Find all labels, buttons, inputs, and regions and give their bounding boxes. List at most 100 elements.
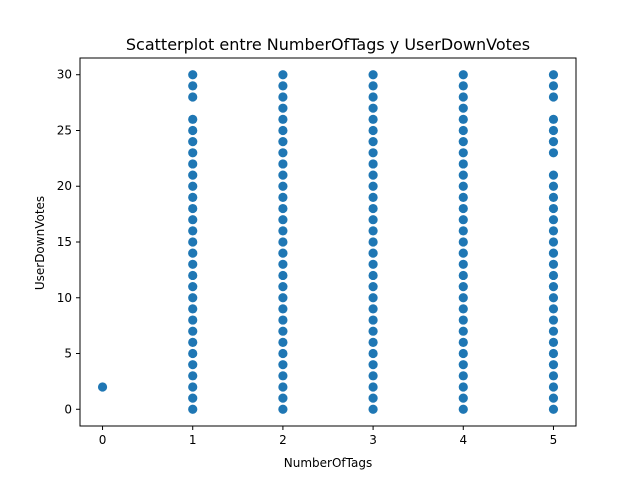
data-point (278, 404, 288, 414)
data-point (458, 248, 468, 258)
data-point (548, 282, 559, 292)
data-point (278, 170, 288, 180)
points-layer (97, 70, 559, 414)
data-point (458, 137, 468, 147)
data-point (278, 270, 288, 281)
data-point (188, 170, 198, 180)
data-point (368, 137, 378, 147)
chart-title: Scatterplot entre NumberOfTags y UserDow… (126, 35, 530, 54)
data-point (278, 293, 288, 303)
data-point (458, 348, 468, 359)
x-tick-label: 4 (459, 433, 467, 447)
data-point (458, 92, 468, 102)
data-point (188, 382, 198, 392)
data-point (548, 326, 559, 336)
data-point (548, 337, 559, 347)
data-point (548, 148, 559, 158)
data-point (368, 382, 378, 392)
data-point (548, 203, 559, 214)
data-point (188, 404, 198, 414)
data-point (278, 259, 288, 269)
data-point (188, 226, 198, 236)
data-point (458, 170, 468, 180)
data-point (188, 304, 198, 314)
data-point (458, 114, 468, 124)
data-point (278, 114, 288, 124)
data-point (548, 92, 559, 102)
data-point (368, 404, 378, 414)
data-point (368, 170, 378, 180)
data-point (368, 148, 378, 158)
data-point (368, 70, 378, 80)
data-point (188, 70, 198, 80)
x-tick-label: 5 (550, 433, 558, 447)
data-point (548, 137, 559, 147)
data-point (188, 393, 198, 403)
data-point (368, 282, 378, 292)
data-point (548, 114, 559, 124)
data-point (368, 203, 378, 214)
data-point (368, 159, 378, 169)
y-tick-label: 5 (64, 347, 72, 361)
data-point (368, 293, 378, 303)
data-point (188, 348, 198, 359)
data-point (188, 326, 198, 336)
x-tick-label: 1 (189, 433, 197, 447)
data-point (458, 404, 468, 414)
data-point (368, 393, 378, 403)
x-tick-label: 2 (279, 433, 287, 447)
data-point (368, 326, 378, 336)
data-point (188, 114, 198, 124)
data-point (368, 270, 378, 281)
data-point (278, 326, 288, 336)
data-point (548, 371, 559, 381)
data-point (368, 337, 378, 347)
data-point (458, 125, 468, 136)
data-point (188, 159, 198, 169)
data-point (548, 404, 559, 414)
data-point (188, 248, 198, 258)
data-point (548, 226, 559, 236)
data-point (278, 215, 288, 225)
data-point (368, 371, 378, 381)
data-point (458, 304, 468, 314)
data-point (368, 181, 378, 191)
x-tick-label: 0 (99, 433, 107, 447)
data-point (188, 371, 198, 381)
data-point (548, 215, 559, 225)
data-point (278, 382, 288, 392)
data-point (368, 304, 378, 314)
data-point (458, 181, 468, 191)
data-point (368, 92, 378, 102)
data-point (458, 360, 468, 370)
data-point (458, 103, 468, 113)
x-tick-label: 3 (369, 433, 377, 447)
data-point (368, 237, 378, 247)
data-point (188, 148, 198, 158)
data-point (548, 304, 559, 314)
data-point (458, 326, 468, 336)
data-point (188, 215, 198, 225)
data-point (188, 259, 198, 269)
data-point (548, 70, 559, 80)
data-point (458, 70, 468, 80)
data-point (368, 360, 378, 370)
data-point (548, 248, 559, 258)
data-point (368, 248, 378, 258)
data-point (368, 81, 378, 91)
data-point (548, 181, 559, 191)
data-point (458, 159, 468, 169)
data-point (458, 192, 468, 202)
data-point (278, 348, 288, 359)
data-point (97, 382, 108, 392)
data-point (458, 371, 468, 381)
data-point (458, 382, 468, 392)
y-axis-label: UserDownVotes (33, 196, 47, 290)
data-point (188, 282, 198, 292)
data-point (188, 270, 198, 281)
data-point (278, 70, 288, 80)
data-point (188, 92, 198, 102)
data-point (548, 270, 559, 281)
